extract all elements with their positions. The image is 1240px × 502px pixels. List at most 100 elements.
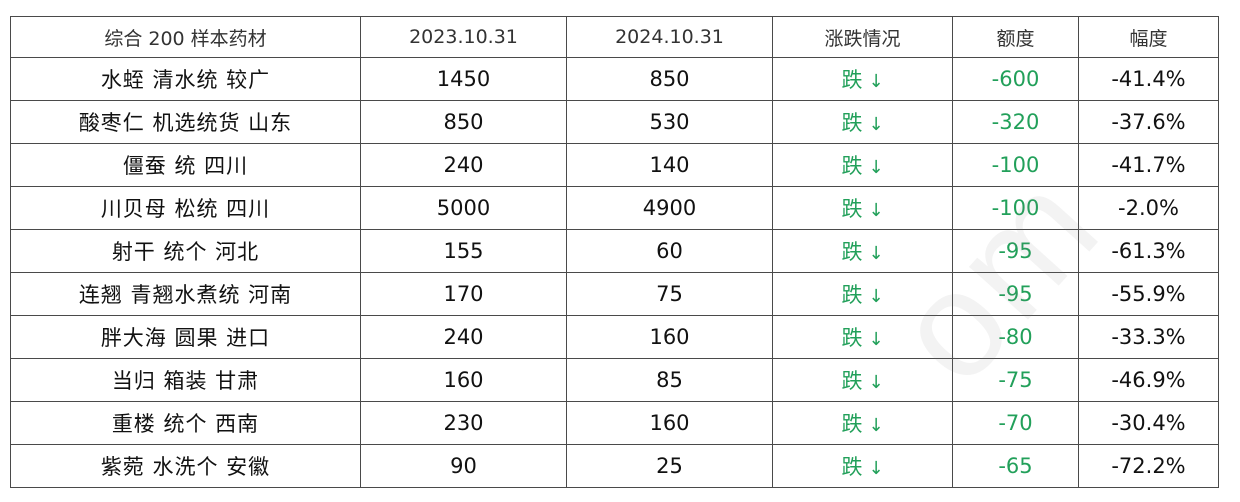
- percent-cell: -72.2%: [1078, 444, 1219, 488]
- price-2024-cell: 160: [566, 401, 773, 445]
- price-2024-cell: 160: [566, 315, 773, 359]
- price-2024-text: 160: [649, 325, 690, 349]
- price-2023-cell: 90: [360, 444, 567, 488]
- price-2024-text: 25: [656, 454, 683, 478]
- price-2023-cell: 230: [360, 401, 567, 445]
- table-row: 川贝母 松统 四川 5000 4900 跌 ↓ -100 -2.0%: [10, 186, 1219, 230]
- trend-cell: 跌 ↓: [772, 143, 953, 187]
- down-arrow-icon: ↓: [868, 114, 884, 135]
- trend-cell: 跌 ↓: [772, 186, 953, 230]
- table-row: 紫菀 水洗个 安徽 90 25 跌 ↓ -65 -72.2%: [10, 444, 1219, 488]
- price-2023-cell: 160: [360, 358, 567, 402]
- amount-cell: -65: [952, 444, 1079, 488]
- amount-text: -95: [998, 282, 1033, 306]
- price-2023-text: 850: [443, 110, 484, 134]
- price-2023-cell: 1450: [360, 57, 567, 101]
- herb-name-cell: 重楼 统个 西南: [10, 401, 361, 445]
- herb-name-cell: 僵蚕 统 四川: [10, 143, 361, 187]
- down-arrow-icon: ↓: [868, 243, 884, 264]
- price-2024-cell: 4900: [566, 186, 773, 230]
- table-row: 射干 统个 河北 155 60 跌 ↓ -95 -61.3%: [10, 229, 1219, 273]
- trend-text: 跌: [841, 111, 863, 135]
- herb-name-cell: 川贝母 松统 四川: [10, 186, 361, 230]
- price-2023-text: 155: [443, 239, 484, 263]
- percent-text: -2.0%: [1118, 196, 1179, 220]
- price-2024-text: 85: [656, 368, 683, 392]
- percent-cell: -46.9%: [1078, 358, 1219, 402]
- price-2024-cell: 530: [566, 100, 773, 144]
- price-2024-text: 160: [649, 411, 690, 435]
- trend-text: 跌: [841, 455, 863, 479]
- price-2024-text: 4900: [642, 196, 697, 220]
- amount-text: -75: [998, 368, 1033, 392]
- header-amount: 额度: [952, 16, 1079, 58]
- herb-name-cell: 射干 统个 河北: [10, 229, 361, 273]
- trend-cell: 跌 ↓: [772, 444, 953, 488]
- price-2023-text: 5000: [436, 196, 491, 220]
- amount-cell: -95: [952, 229, 1079, 273]
- price-2023-text: 240: [443, 153, 484, 177]
- trend-cell: 跌 ↓: [772, 315, 953, 359]
- amount-cell: -100: [952, 186, 1079, 230]
- price-2023-cell: 240: [360, 143, 567, 187]
- price-2023-text: 160: [443, 368, 484, 392]
- header-date-2024: 2024.10.31: [566, 16, 773, 58]
- table-row: 胖大海 圆果 进口 240 160 跌 ↓ -80 -33.3%: [10, 315, 1219, 359]
- herb-price-table: 综合 200 样本药材 2023.10.31 2024.10.31 涨跌情况 额…: [10, 16, 1219, 488]
- price-2024-cell: 75: [566, 272, 773, 316]
- table-body: 水蛭 清水统 较广 1450 850 跌 ↓ -600 -41.4% 酸枣仁 机选统货 山东 8…: [10, 57, 1219, 488]
- trend-cell: 跌 ↓: [772, 401, 953, 445]
- trend-cell: 跌 ↓: [772, 272, 953, 316]
- herb-name-cell: 胖大海 圆果 进口: [10, 315, 361, 359]
- price-2023-cell: 240: [360, 315, 567, 359]
- percent-text: -30.4%: [1111, 411, 1186, 435]
- trend-cell: 跌 ↓: [772, 229, 953, 273]
- herb-name-cell: 水蛭 清水统 较广: [10, 57, 361, 101]
- down-arrow-icon: ↓: [868, 200, 884, 221]
- amount-text: -100: [991, 196, 1040, 220]
- table-row: 僵蚕 统 四川 240 140 跌 ↓ -100 -41.7%: [10, 143, 1219, 187]
- amount-text: -100: [991, 153, 1040, 177]
- amount-cell: -320: [952, 100, 1079, 144]
- down-arrow-icon: ↓: [868, 415, 884, 436]
- down-arrow-icon: ↓: [868, 71, 884, 92]
- herb-name-text: 胖大海 圆果 进口: [100, 326, 271, 350]
- herb-name-cell: 连翘 青翘水煮统 河南: [10, 272, 361, 316]
- amount-text: -95: [998, 239, 1033, 263]
- amount-text: -320: [991, 110, 1040, 134]
- price-2024-cell: 25: [566, 444, 773, 488]
- price-2023-cell: 5000: [360, 186, 567, 230]
- herb-name-cell: 紫菀 水洗个 安徽: [10, 444, 361, 488]
- amount-cell: -95: [952, 272, 1079, 316]
- herb-name-text: 当归 箱装 甘肃: [111, 369, 260, 393]
- down-arrow-icon: ↓: [868, 286, 884, 307]
- herb-name-text: 水蛭 清水统 较广: [100, 68, 271, 92]
- trend-text: 跌: [841, 68, 863, 92]
- price-2023-text: 90: [450, 454, 477, 478]
- percent-cell: -37.6%: [1078, 100, 1219, 144]
- percent-text: -61.3%: [1111, 239, 1186, 263]
- price-2024-text: 140: [649, 153, 690, 177]
- header-trend: 涨跌情况: [772, 16, 953, 58]
- price-2023-text: 170: [443, 282, 484, 306]
- price-2023-text: 240: [443, 325, 484, 349]
- trend-text: 跌: [841, 154, 863, 178]
- table-row: 酸枣仁 机选统货 山东 850 530 跌 ↓ -320 -37.6%: [10, 100, 1219, 144]
- herb-name-text: 酸枣仁 机选统货 山东: [78, 111, 293, 135]
- amount-text: -65: [998, 454, 1033, 478]
- herb-name-text: 川贝母 松统 四川: [100, 197, 271, 221]
- trend-text: 跌: [841, 412, 863, 436]
- price-2023-cell: 850: [360, 100, 567, 144]
- herb-name-cell: 酸枣仁 机选统货 山东: [10, 100, 361, 144]
- down-arrow-icon: ↓: [868, 372, 884, 393]
- trend-cell: 跌 ↓: [772, 100, 953, 144]
- table-row: 重楼 统个 西南 230 160 跌 ↓ -70 -30.4%: [10, 401, 1219, 445]
- amount-text: -80: [998, 325, 1033, 349]
- percent-cell: -41.4%: [1078, 57, 1219, 101]
- table-row: 连翘 青翘水煮统 河南 170 75 跌 ↓ -95 -55.9%: [10, 272, 1219, 316]
- amount-cell: -70: [952, 401, 1079, 445]
- price-2024-cell: 85: [566, 358, 773, 402]
- percent-cell: -41.7%: [1078, 143, 1219, 187]
- trend-text: 跌: [841, 240, 863, 264]
